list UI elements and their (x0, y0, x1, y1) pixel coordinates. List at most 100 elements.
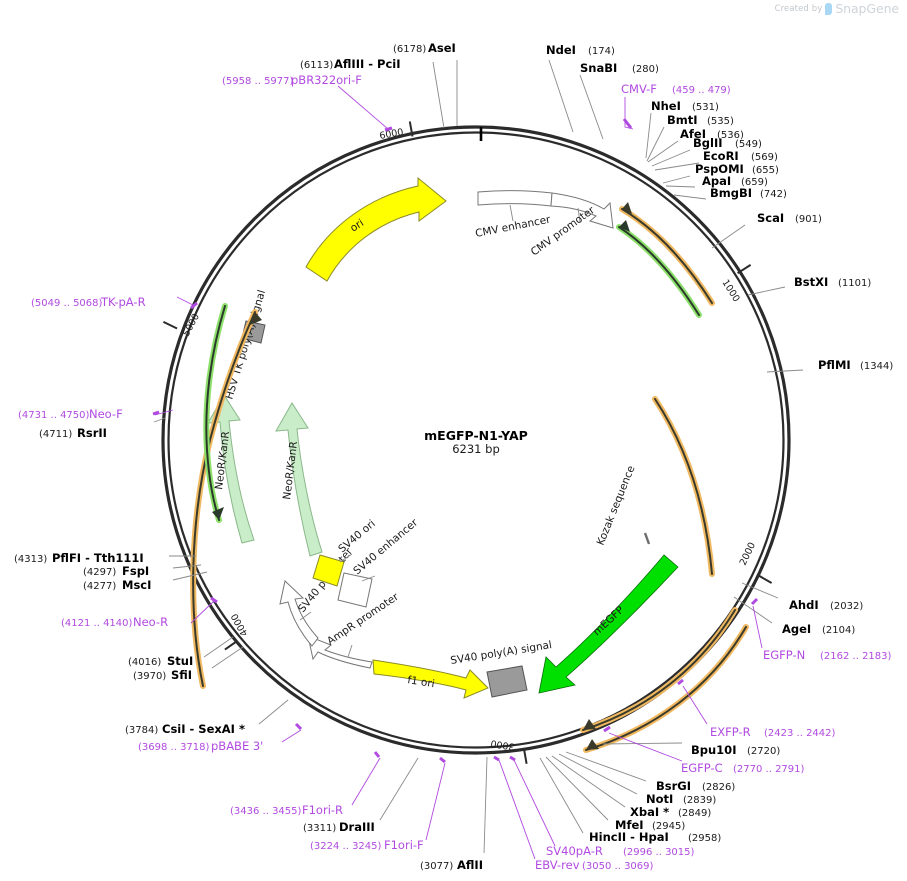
enzyme-label[interactable]: PflMI (1344) (818, 358, 893, 372)
enzyme-position: (549) (735, 139, 762, 150)
enzyme-name: AflII (457, 858, 483, 872)
enzyme-label[interactable]: SnaBI (280) (580, 61, 659, 75)
primer-range: (5049 .. 5068) (31, 298, 103, 309)
plasmid-size: 6231 bp (452, 442, 500, 456)
enzyme-label[interactable]: (4277) MscI (83, 578, 151, 592)
plasmid-backbone (161, 125, 791, 755)
enzyme-label[interactable]: EcoRI (569) (703, 149, 778, 163)
enzyme-position: (1101) (838, 278, 871, 289)
enzyme-label[interactable]: Bpu10I (2720) (691, 743, 780, 757)
primer-label[interactable]: EGFP-C (2770 .. 2791) (681, 761, 805, 775)
enzyme-label[interactable]: ScaI (901) (757, 211, 822, 225)
enzyme-label[interactable]: (3970) SfiI (133, 668, 192, 682)
enzyme-label[interactable]: AgeI (2104) (782, 622, 855, 636)
feature-kozak: Kozak sequence (595, 464, 651, 547)
primer-range: (459 .. 479) (672, 85, 731, 96)
enzyme-label[interactable]: BstXI (1101) (794, 275, 871, 289)
enzyme-label[interactable]: BmgBI (742) (710, 186, 787, 200)
enzyme-label[interactable]: (6113) AflIII - PciI (300, 57, 401, 71)
enzyme-position: (280) (632, 64, 659, 75)
feature-label-sv40-polya: SV40 poly(A) signal (450, 639, 553, 667)
enzyme-name: BmtI (667, 113, 698, 127)
enzyme-name: NotI (646, 792, 673, 806)
enzyme-name: MscI (122, 578, 151, 592)
enzyme-position: (3784) (125, 725, 158, 736)
enzyme-name: XbaI * (630, 805, 669, 819)
enzyme-label[interactable]: HincII - HpaI (2958) (589, 830, 721, 844)
feature-neor-kanr-outer: NeoR/KanR (207, 394, 255, 544)
enzyme-label[interactable]: (4711) RsrII (39, 426, 107, 440)
primer-range: (5958 .. 5977) (222, 76, 294, 87)
enzyme-position: (2104) (822, 625, 855, 636)
enzyme-label[interactable]: MfeI (2945) (615, 818, 685, 832)
enzyme-name: SnaBI (580, 61, 617, 75)
enzyme-label[interactable]: (4016) StuI (128, 654, 193, 668)
tick-label-2000: 2000 (738, 541, 758, 568)
primer-label[interactable]: (3698 .. 3718) pBABE 3' (138, 739, 263, 753)
enzyme-label[interactable]: NdeI (174) (546, 43, 615, 57)
enzyme-name: FspI (122, 564, 149, 578)
primer-label[interactable]: (3436 .. 3455) F1ori-R (230, 803, 343, 817)
enzyme-name: ApaI (702, 174, 731, 188)
primer-label[interactable]: SV40pA-R (2996 .. 3015) (546, 844, 695, 858)
enzyme-name: AfeI (680, 127, 706, 141)
enzyme-name: NheI (651, 99, 681, 113)
plasmid-name: mEGFP-N1-YAP (424, 428, 528, 443)
primer-range: (4731 .. 4750) (18, 410, 90, 421)
primer-label[interactable]: (4731 .. 4750) Neo-F (18, 407, 123, 421)
enzyme-name: Bpu10I (691, 743, 736, 757)
feature-hsv-tk-polya: HSV TK poly(A) signal (223, 289, 268, 401)
enzyme-position: (4277) (83, 581, 116, 592)
primer-label[interactable]: EGFP-N (2162 .. 2183) (763, 648, 892, 662)
enzyme-position: (2826) (702, 782, 735, 793)
primer-label[interactable]: EBV-rev (3050 .. 3069) (535, 858, 654, 872)
primer-range: (3436 .. 3455) (230, 806, 302, 817)
enzyme-name: RsrII (77, 426, 107, 440)
enzyme-label[interactable]: ApaI (659) (702, 174, 768, 188)
enzyme-label[interactable]: (4297) FspI (83, 564, 149, 578)
primer-range: (4121 .. 4140) (61, 618, 133, 629)
enzyme-label[interactable]: (6178) AseI (393, 41, 456, 55)
feature-label-cmv-promoter: CMV promoter (529, 204, 598, 259)
primer-label[interactable]: (4121 .. 4140) Neo-R (61, 615, 168, 629)
enzyme-label[interactable]: PspOMI (655) (695, 162, 779, 176)
primer-name: EGFP-N (763, 648, 805, 662)
primer-label[interactable]: (3224 .. 3245) F1ori-F (310, 838, 424, 852)
enzyme-label[interactable]: (4313) PflFI - Tth111I (14, 551, 144, 565)
feature-label-kozak: Kozak sequence (595, 464, 638, 547)
enzyme-label[interactable]: (3077) AflII (420, 858, 483, 872)
snapgene-watermark: Created by SnapGene (775, 1, 900, 16)
enzyme-label[interactable]: AhdI (2032) (789, 598, 863, 612)
enzyme-label[interactable]: BmtI (535) (667, 113, 734, 127)
enzyme-label[interactable]: AfeI (536) (680, 127, 744, 141)
enzyme-label[interactable]: NotI (2839) (646, 792, 716, 806)
primer-range: (3224 .. 3245) (310, 841, 382, 852)
enzyme-name: EcoRI (703, 149, 739, 163)
enzyme-name: PspOMI (695, 162, 744, 176)
primer-name: EGFP-C (681, 761, 723, 775)
enzyme-label[interactable]: BglII (549) (693, 136, 762, 150)
enzyme-position: (4297) (83, 567, 116, 578)
primer-label[interactable]: (5958 .. 5977) pBR322ori-F (222, 73, 362, 87)
primer-name: Neo-R (133, 615, 168, 629)
enzyme-labels-left: (6113) AflIII - PciI (6178) AseI (3077) … (14, 41, 483, 872)
enzyme-name: ScaI (757, 211, 784, 225)
tick-label-4000: 4000 (229, 611, 250, 637)
enzyme-position: (6178) (393, 44, 426, 55)
enzyme-position: (655) (752, 165, 779, 176)
enzyme-name: DraIII (339, 820, 375, 834)
enzyme-label[interactable]: (3784) CsiI - SexAI * (125, 722, 245, 736)
primer-label[interactable]: (5049 .. 5068) TK-pA-R (31, 295, 146, 309)
enzyme-label[interactable]: (3311) DraIII (303, 820, 375, 834)
enzyme-label[interactable]: BsrGI (2826) (656, 779, 735, 793)
enzyme-position: (535) (707, 116, 734, 127)
enzyme-position: (742) (760, 189, 787, 200)
enzyme-label[interactable]: NheI (531) (651, 99, 719, 113)
enzyme-label[interactable]: XbaI * (2849) (630, 805, 711, 819)
enzyme-position: (4313) (14, 554, 47, 565)
primer-label[interactable]: EXFP-R (2423 .. 2442) (710, 725, 836, 739)
primer-label[interactable]: CMV-F (459 .. 479) (621, 82, 731, 96)
enzyme-name: BsrGI (656, 779, 691, 793)
enzyme-position: (6113) (300, 60, 333, 71)
